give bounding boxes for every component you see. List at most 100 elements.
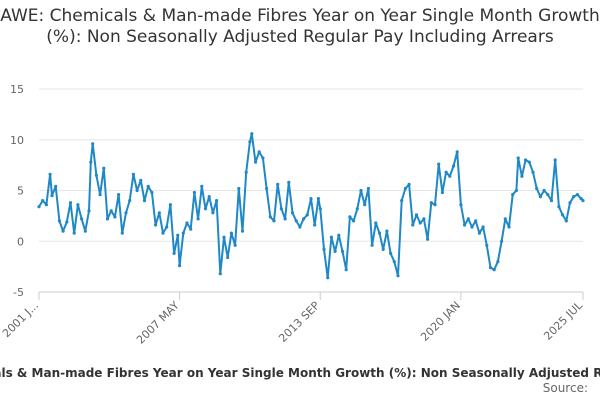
- data-point[interactable]: [572, 195, 576, 199]
- data-point[interactable]: [226, 255, 230, 260]
- data-point[interactable]: [215, 199, 219, 203]
- data-point[interactable]: [283, 217, 287, 221]
- data-point[interactable]: [257, 150, 261, 154]
- data-point[interactable]: [44, 203, 49, 207]
- data-point[interactable]: [105, 217, 110, 221]
- data-point[interactable]: [546, 193, 550, 197]
- data-point[interactable]: [165, 225, 169, 229]
- data-point[interactable]: [463, 223, 467, 227]
- data-point[interactable]: [333, 249, 337, 253]
- data-point[interactable]: [80, 217, 84, 221]
- data-point[interactable]: [72, 231, 76, 235]
- data-point[interactable]: [309, 197, 313, 201]
- data-point[interactable]: [355, 207, 359, 211]
- data-point[interactable]: [68, 201, 73, 205]
- data-point[interactable]: [329, 235, 333, 239]
- data-point[interactable]: [146, 184, 150, 188]
- data-point[interactable]: [65, 220, 69, 224]
- data-point[interactable]: [109, 209, 113, 213]
- data-point[interactable]: [579, 197, 583, 201]
- data-point[interactable]: [326, 276, 330, 280]
- data-point[interactable]: [287, 180, 291, 184]
- data-point[interactable]: [233, 243, 237, 247]
- data-point[interactable]: [168, 203, 172, 207]
- data-point[interactable]: [485, 243, 489, 247]
- data-point[interactable]: [196, 217, 200, 221]
- data-point[interactable]: [203, 207, 208, 211]
- data-point[interactable]: [429, 201, 433, 205]
- data-point[interactable]: [157, 211, 161, 215]
- data-point[interactable]: [422, 217, 426, 221]
- data-point[interactable]: [117, 193, 121, 197]
- data-point[interactable]: [139, 178, 143, 182]
- data-point[interactable]: [192, 190, 196, 195]
- data-point[interactable]: [407, 182, 411, 186]
- data-point[interactable]: [381, 247, 385, 251]
- data-point[interactable]: [363, 203, 367, 207]
- data-point[interactable]: [400, 199, 404, 203]
- data-point[interactable]: [366, 186, 370, 191]
- data-point[interactable]: [57, 219, 62, 223]
- data-point[interactable]: [437, 162, 441, 166]
- data-point[interactable]: [313, 223, 317, 227]
- data-point[interactable]: [261, 156, 265, 160]
- data-point[interactable]: [492, 268, 496, 272]
- data-point[interactable]: [302, 217, 306, 221]
- data-point[interactable]: [542, 188, 546, 193]
- data-point[interactable]: [222, 235, 226, 239]
- data-point[interactable]: [161, 231, 165, 235]
- data-point[interactable]: [305, 213, 309, 217]
- data-point[interactable]: [359, 188, 363, 193]
- data-point[interactable]: [477, 231, 481, 235]
- data-point[interactable]: [150, 190, 154, 195]
- data-point[interactable]: [290, 211, 295, 215]
- data-point[interactable]: [250, 132, 254, 136]
- data-point[interactable]: [403, 186, 407, 191]
- data-point[interactable]: [511, 193, 515, 197]
- data-point[interactable]: [172, 251, 176, 255]
- data-point[interactable]: [48, 172, 52, 176]
- data-point[interactable]: [524, 158, 528, 162]
- data-point[interactable]: [268, 215, 272, 219]
- data-point[interactable]: [389, 251, 393, 255]
- data-point[interactable]: [120, 231, 124, 235]
- data-point[interactable]: [549, 199, 554, 203]
- data-point[interactable]: [318, 207, 322, 211]
- data-point[interactable]: [538, 195, 543, 199]
- data-point[interactable]: [531, 170, 535, 174]
- data-point[interactable]: [370, 243, 374, 247]
- data-point[interactable]: [440, 190, 444, 195]
- data-point[interactable]: [474, 219, 478, 223]
- data-point[interactable]: [253, 160, 258, 164]
- data-point[interactable]: [200, 184, 204, 188]
- data-point[interactable]: [392, 260, 396, 264]
- data-point[interactable]: [444, 170, 448, 174]
- data-point[interactable]: [575, 193, 580, 197]
- data-point[interactable]: [128, 199, 132, 203]
- data-point[interactable]: [102, 166, 106, 170]
- data-point[interactable]: [448, 174, 452, 178]
- data-point[interactable]: [459, 203, 463, 207]
- data-point[interactable]: [272, 219, 276, 223]
- data-point[interactable]: [98, 193, 102, 197]
- data-point[interactable]: [344, 268, 348, 272]
- data-point[interactable]: [520, 174, 524, 178]
- data-point[interactable]: [89, 160, 93, 164]
- data-point[interactable]: [207, 195, 211, 199]
- data-point[interactable]: [178, 264, 182, 268]
- data-point[interactable]: [322, 247, 326, 251]
- data-point[interactable]: [37, 205, 41, 209]
- data-point[interactable]: [414, 213, 419, 217]
- data-point[interactable]: [426, 237, 430, 241]
- data-point[interactable]: [496, 260, 500, 264]
- data-point[interactable]: [240, 229, 245, 233]
- data-point[interactable]: [113, 215, 117, 219]
- data-point[interactable]: [385, 229, 389, 233]
- data-point[interactable]: [176, 233, 180, 237]
- data-point[interactable]: [87, 209, 91, 213]
- data-point[interactable]: [470, 225, 474, 229]
- data-point[interactable]: [276, 182, 280, 186]
- data-point[interactable]: [316, 197, 320, 201]
- data-point[interactable]: [41, 199, 45, 203]
- data-point[interactable]: [298, 225, 302, 229]
